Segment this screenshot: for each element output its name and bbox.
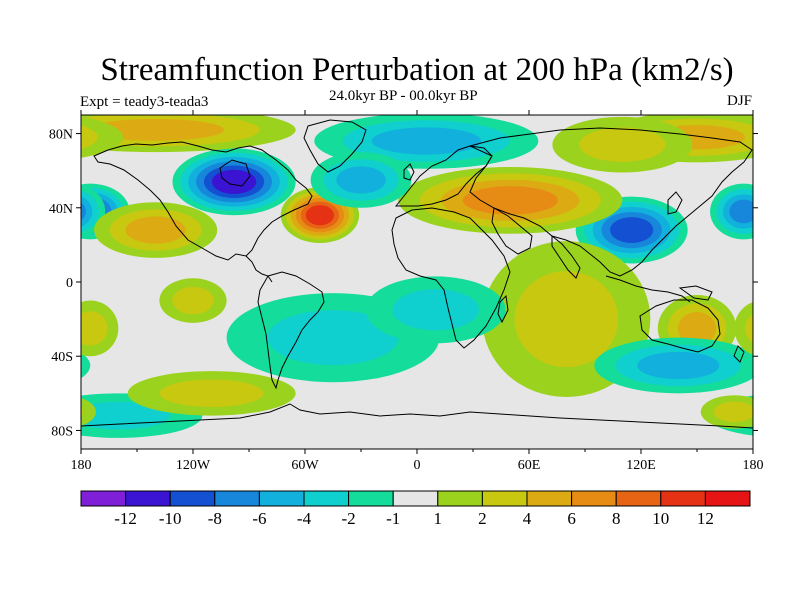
field-contour-0-5: [305, 205, 335, 226]
colorbar-swatch: [526, 490, 573, 507]
colorbar-label: 2: [478, 509, 487, 528]
coast-arabia: [491, 207, 533, 255]
x-tick-label: 60E: [518, 458, 541, 473]
coast-africa: [391, 207, 511, 349]
field-contour-3-3: [81, 202, 86, 221]
coast-indonesia: [605, 275, 691, 303]
field-contour-19-1: [159, 379, 264, 408]
season-label: DJF: [726, 93, 752, 109]
colorbar-swatch: [704, 490, 751, 507]
x-tick-label: 120E: [626, 458, 656, 473]
coast-madagascar: [497, 294, 509, 324]
colorbar-swatch: [571, 490, 617, 507]
streamfunction-field: [0, 115, 800, 438]
field-contour-16-1: [392, 289, 479, 331]
coast-greenland: [303, 119, 367, 173]
coast-australia: [639, 299, 721, 353]
y-tick-label: 40S: [51, 350, 73, 365]
field-contour-17-2: [0, 352, 47, 379]
colorbar-label: -12: [114, 509, 137, 528]
coast-south-america: [257, 271, 325, 390]
field-contour-10-2: [371, 127, 482, 155]
colorbar-swatch: [660, 490, 706, 507]
y-tick-label: 80S: [51, 424, 73, 439]
x-tick-label: 180: [71, 458, 92, 473]
experiment-label: Expt = teady3-teada3: [80, 94, 209, 110]
field-contour-21-0: [734, 302, 753, 355]
colorbar-swatch: [258, 490, 305, 507]
field-contour-21-1: [81, 311, 108, 346]
field-contour-7-2: [759, 119, 800, 141]
coastlines: [81, 119, 753, 429]
colorbar-swatch: [214, 490, 260, 507]
x-tick-label: 0: [414, 458, 421, 473]
field-contour-20-1: [713, 401, 753, 423]
colorbar-label: -10: [159, 509, 182, 528]
field-contour-9-1: [579, 127, 666, 162]
y-tick-label: 80N: [49, 128, 73, 143]
field-contour-17-2: [637, 351, 720, 380]
colorbar: -12 -10 -8 -6 -4 -2 -1 1 2 4 6 8 10 12: [80, 490, 751, 528]
field-contour-8-1: [81, 125, 98, 150]
coast-new-guinea: [678, 285, 713, 301]
x-tick-label: 120W: [176, 458, 211, 473]
field-contour-8-0: [81, 116, 123, 158]
field-contour-3-2: [81, 196, 93, 227]
coast-north-america: [93, 141, 313, 261]
coast-new-zealand: [733, 345, 745, 363]
colorbar-label: -4: [297, 509, 312, 528]
field-contour-11-2: [336, 166, 386, 194]
x-tick-label: 180: [743, 458, 764, 473]
field-contour-4-4: [610, 217, 654, 243]
x-tick-label: 60W: [291, 458, 319, 473]
colorbar-swatch: [80, 490, 127, 507]
colorbar-label: 6: [567, 509, 576, 528]
colorbar-label: 1: [434, 509, 443, 528]
colorbar-label: -6: [252, 509, 266, 528]
colorbar-label: -8: [208, 509, 222, 528]
field-contour-5-3: [462, 186, 558, 215]
coast-uk: [403, 163, 415, 181]
field-contour-3-3: [729, 199, 753, 224]
coast-europe: [394, 145, 493, 207]
colorbar-label: -2: [342, 509, 356, 528]
axis-ticks: 180 120W 60W 0 60E 120E 180 80N 40N 0 40S 80S: [49, 110, 764, 473]
field-contour-21-1: [745, 313, 753, 343]
colorbar-label: 12: [697, 509, 714, 528]
field-contour-20-1: [81, 407, 84, 417]
field-contour-17-0: [81, 352, 91, 379]
field-contour-13-2: [677, 312, 717, 345]
colorbar-swatch: [392, 490, 439, 507]
colorbar-swatch: [615, 490, 662, 507]
colorbar-label: 10: [652, 509, 669, 528]
y-tick-label: 0: [66, 276, 73, 291]
coast-india: [551, 234, 581, 279]
colorbar-label: 8: [612, 509, 621, 528]
field-contour-1-5: [211, 169, 257, 194]
colorbar-swatch: [303, 490, 350, 507]
plot-title: Streamfunction Perturbation at 200 hPa (…: [100, 52, 734, 88]
field-contour-20-0: [81, 398, 96, 426]
field-contour-15-1: [267, 310, 399, 366]
coast-antarctica: [81, 403, 753, 429]
colorbar-swatch: [481, 490, 528, 507]
coast-central-america: [245, 255, 273, 283]
y-tick-label: 40N: [49, 202, 73, 217]
coast-hudson-bay: [219, 159, 251, 187]
field-contour-6-2: [125, 216, 186, 244]
colorbar-swatch: [348, 490, 394, 507]
colorbar-label: -1: [386, 509, 400, 528]
time-range-subtitle: 24.0kyr BP - 00.0kyr BP: [329, 88, 478, 104]
colorbar-swatch: [169, 490, 216, 507]
field-contour-12-1: [514, 271, 619, 368]
colorbar-label: 4: [523, 509, 532, 528]
colorbar-swatch: [437, 490, 483, 507]
coast-japan: [667, 191, 683, 215]
colorbar-swatch: [125, 490, 171, 507]
field-contour-14-1: [172, 286, 214, 315]
